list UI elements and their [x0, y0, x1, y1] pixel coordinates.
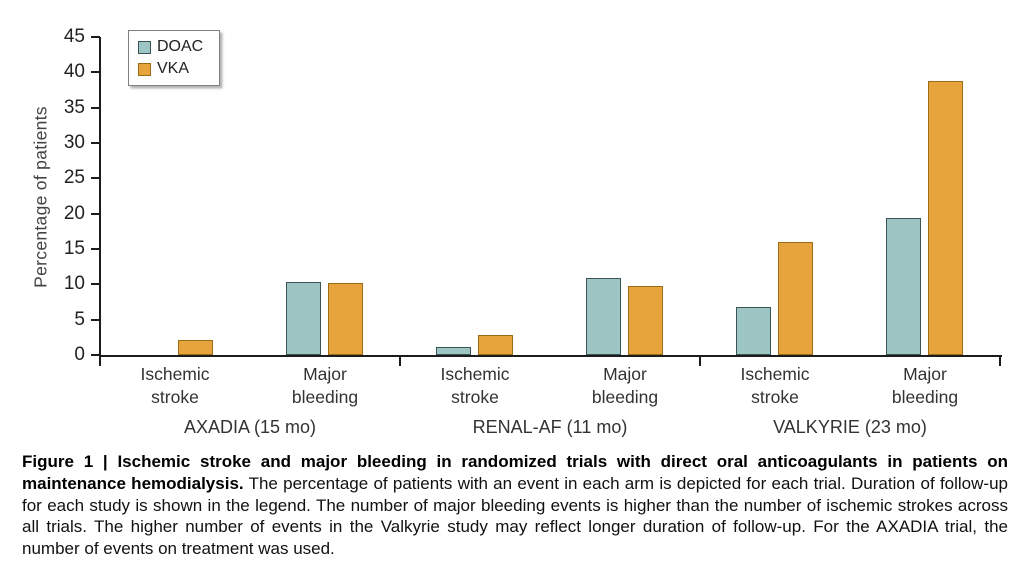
- bar-doac: [436, 347, 471, 355]
- group-label: RENAL-AF (11 mo): [472, 417, 628, 437]
- y-axis-tick: [91, 212, 100, 215]
- bar-vka: [778, 242, 813, 355]
- y-axis-tick-label: 0: [74, 344, 85, 365]
- category-label: Major bleeding: [291, 364, 359, 407]
- doac-swatch-icon: [138, 40, 151, 54]
- category-label: Ischemic stroke: [140, 364, 210, 407]
- y-axis-tick-label: 45: [63, 26, 85, 47]
- figure-caption: Figure 1 | Ischemic stroke and major ble…: [22, 451, 1008, 560]
- y-axis-tick: [91, 177, 100, 180]
- y-axis-tick: [91, 71, 100, 74]
- vka-swatch-icon: [138, 62, 151, 76]
- y-axis-tick: [91, 248, 100, 250]
- bar-doac: [736, 307, 771, 355]
- bar-vka: [628, 286, 663, 355]
- x-axis-boundary-tick: [99, 355, 101, 366]
- bar-vka: [178, 340, 213, 355]
- legend-label-vka: VKA: [157, 60, 190, 77]
- x-axis-boundary-tick: [999, 355, 1001, 366]
- y-axis-tick: [91, 36, 100, 38]
- category-label: Major bleeding: [591, 364, 659, 407]
- caption-title: Figure 1 | Ischemic stroke and major ble…: [22, 452, 1008, 493]
- y-axis-tick: [91, 283, 100, 286]
- x-axis-line: [99, 355, 1002, 357]
- y-axis-tick-label: 30: [63, 132, 85, 153]
- legend: DOAC VKA: [128, 30, 221, 86]
- x-axis-boundary-tick: [399, 355, 401, 366]
- y-axis-tick: [91, 106, 100, 109]
- group-label: VALKYRIE (23 mo): [773, 417, 927, 437]
- bar-vka: [928, 81, 963, 355]
- bar-doac: [886, 218, 921, 355]
- y-axis-tick-label: 15: [63, 238, 85, 259]
- bar-vka: [328, 283, 363, 355]
- legend-label-doac: DOAC: [157, 38, 204, 55]
- group-label: AXADIA (15 mo): [183, 417, 317, 437]
- y-axis-tick: [91, 142, 100, 144]
- y-axis-tick-label: 40: [63, 61, 85, 83]
- bar-vka: [478, 335, 513, 355]
- y-axis-tick: [91, 354, 100, 356]
- category-label: Ischemic stroke: [440, 364, 510, 407]
- bar-doac: [586, 278, 621, 355]
- y-axis-tick-label: 5: [74, 308, 85, 330]
- caption-body: The percentage of patients with an event…: [22, 473, 1008, 559]
- y-axis-tick-label: 10: [63, 273, 85, 295]
- y-axis-line: [99, 37, 101, 357]
- category-label: Ischemic stroke: [740, 364, 810, 407]
- legend-item-vka: VKA: [138, 60, 203, 78]
- bar-doac: [286, 282, 321, 355]
- x-axis-boundary-tick: [699, 355, 701, 366]
- category-label: Major bleeding: [891, 364, 959, 407]
- y-axis-tick-label: 35: [63, 96, 85, 118]
- legend-item-doac: DOAC: [138, 38, 203, 56]
- bar-chart: Percentage of patients DOAC VKA 0 5 10 15 20…: [31, 26, 1002, 437]
- y-axis-tick-label: 25: [63, 167, 85, 189]
- y-axis-tick-label: 20: [63, 202, 85, 224]
- y-axis-tick: [91, 318, 100, 321]
